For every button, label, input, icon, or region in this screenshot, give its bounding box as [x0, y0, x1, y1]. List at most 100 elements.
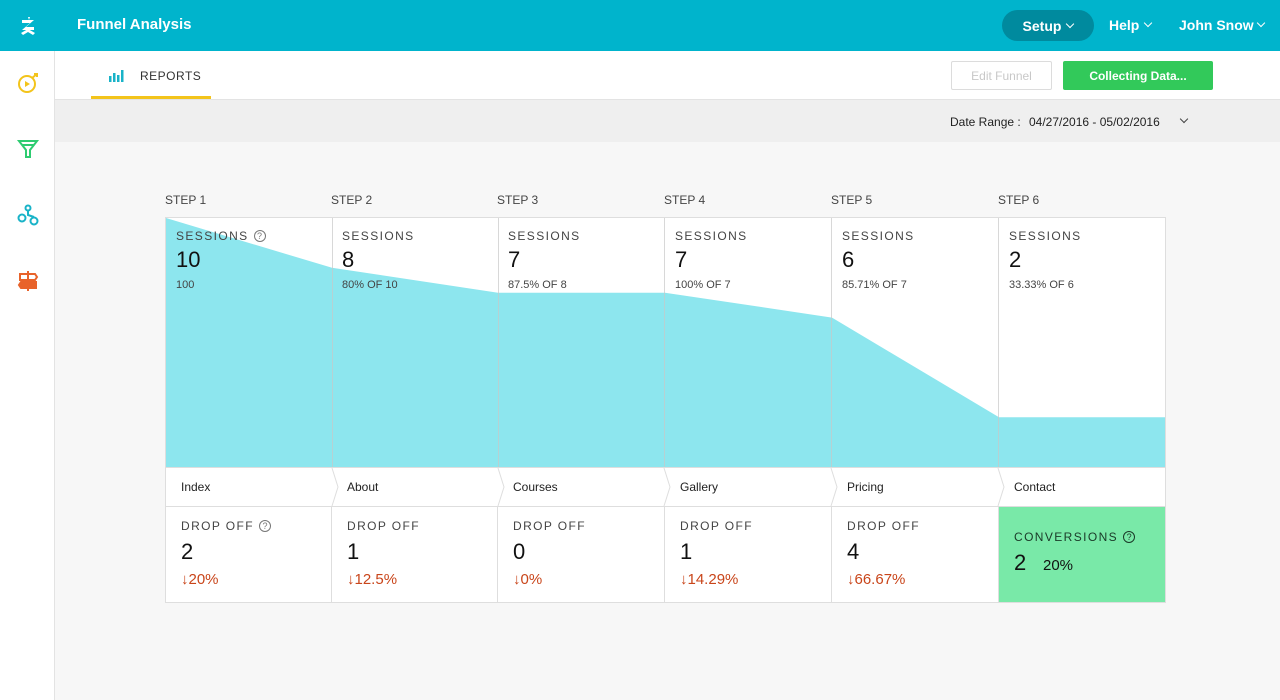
column-divider	[332, 218, 333, 467]
help-label: Help	[1109, 17, 1140, 33]
arrow-down-icon: ↓	[347, 571, 355, 588]
sessions-value: 7	[508, 247, 521, 272]
sessions-value: 2	[1009, 247, 1022, 272]
conversions-cell: CONVERSIONS? 2 20%	[999, 507, 1165, 602]
step-label: STEP 6	[998, 193, 1040, 207]
sessions-cell: SESSIONS 6 85.71% OF 7	[832, 218, 998, 298]
chevron-down-icon	[1256, 18, 1265, 28]
drop-off-percent: ↓14.29%	[680, 571, 739, 588]
date-range-value[interactable]: 04/27/2016 - 05/02/2016	[1029, 115, 1160, 129]
drop-off-cell: DROP OFF 4 ↓66.67%	[832, 507, 999, 602]
sessions-cell: SESSIONS 8 80% OF 10	[332, 218, 498, 298]
user-menu[interactable]: John Snow	[1179, 17, 1265, 33]
drop-off-cell: DROP OFF 0 ↓0%	[498, 507, 665, 602]
sessions-title: SESSIONS?	[176, 229, 266, 243]
sessions-label: SESSIONS	[1009, 229, 1082, 243]
sidebar	[0, 51, 55, 700]
sessions-sub: 87.5% OF 8	[508, 279, 567, 291]
column-divider	[998, 218, 999, 467]
page-name: Contact	[1014, 480, 1056, 494]
drop-off-percent: ↓12.5%	[347, 571, 398, 588]
column-divider	[498, 218, 499, 467]
chevron-down-icon	[1144, 18, 1153, 28]
conversions-label: CONVERSIONS	[1014, 530, 1119, 544]
drop-off-value: 1	[347, 539, 360, 564]
drop-off-value: 0	[513, 539, 526, 564]
help-circle-icon[interactable]: ?	[253, 230, 266, 242]
step-label: STEP 4	[664, 193, 706, 207]
chevron-down-icon	[1066, 19, 1075, 28]
collecting-data-button[interactable]: Collecting Data...	[1063, 61, 1213, 90]
top-bar: Funnel Analysis Setup Help John Snow	[0, 0, 1280, 51]
sessions-cell: SESSIONS 7 100% OF 7	[665, 218, 831, 298]
arrow-down-icon: ↓	[181, 571, 189, 588]
sessions-label: SESSIONS	[675, 229, 748, 243]
sessions-sub: 85.71% OF 7	[842, 279, 907, 291]
page-name: Courses	[513, 480, 558, 494]
sessions-label: SESSIONS	[176, 229, 249, 243]
edit-funnel-button[interactable]: Edit Funnel	[951, 61, 1052, 90]
funnel-area-shape	[166, 218, 1165, 467]
sessions-sub: 80% OF 10	[342, 279, 398, 291]
column-divider	[664, 218, 665, 467]
sessions-label: SESSIONS	[842, 229, 915, 243]
step-label: STEP 5	[831, 193, 873, 207]
drop-off-cell: DROP OFF 1 ↓12.5%	[332, 507, 498, 602]
sessions-value: 8	[342, 247, 355, 272]
drop-off-cell: DROP OFF? 2 ↓20%	[166, 507, 332, 602]
setup-button[interactable]: Setup	[1002, 10, 1094, 41]
app-logo-icon[interactable]	[0, 0, 55, 51]
drop-off-percent: ↓20%	[181, 571, 219, 588]
flow-icon[interactable]	[16, 203, 40, 227]
tab-reports-label: REPORTS	[140, 69, 202, 83]
date-range-label: Date Range :	[950, 115, 1021, 129]
funnel-chart: SESSIONS? 10 100 SESSIONS 8 80% OF 10 SE…	[165, 217, 1166, 468]
sessions-cell: SESSIONS 7 87.5% OF 8	[498, 218, 664, 298]
page-name: About	[347, 480, 379, 494]
sessions-label: SESSIONS	[342, 229, 415, 243]
drop-off-percent: ↓66.67%	[847, 571, 906, 588]
drop-off-label: DROP OFF	[513, 519, 586, 533]
app-title: Funnel Analysis	[77, 16, 192, 33]
signpost-icon[interactable]	[16, 269, 40, 293]
bar-chart-icon	[108, 67, 126, 88]
page-name: Gallery	[680, 480, 719, 494]
sessions-sub: 100	[176, 279, 195, 291]
sessions-value: 10	[176, 247, 201, 272]
help-menu[interactable]: Help	[1109, 17, 1153, 33]
sessions-sub: 33.33% OF 6	[1009, 279, 1074, 291]
arrow-down-icon: ↓	[680, 571, 688, 588]
step-label: STEP 1	[165, 193, 207, 207]
date-range-bar: Date Range : 04/27/2016 - 05/02/2016	[55, 100, 1280, 142]
conversions-title: CONVERSIONS?	[1014, 530, 1136, 544]
drop-off-title: DROP OFF?	[181, 519, 271, 533]
target-icon[interactable]	[16, 71, 40, 95]
column-divider	[831, 218, 832, 467]
sessions-cell: SESSIONS? 10 100	[166, 218, 332, 298]
setup-label: Setup	[1022, 17, 1062, 34]
help-circle-icon[interactable]: ?	[1123, 531, 1136, 543]
drop-off-value: 4	[847, 539, 860, 564]
step-arrows	[331, 468, 1005, 506]
drop-off-label: DROP OFF	[181, 519, 254, 533]
chevron-down-icon[interactable]	[1179, 114, 1189, 124]
sessions-value: 7	[675, 247, 688, 272]
arrow-down-icon: ↓	[513, 571, 521, 588]
drop-off-value: 1	[680, 539, 693, 564]
funnel-icon[interactable]	[16, 137, 40, 161]
page-name: Pricing	[847, 480, 884, 494]
funnel-area	[166, 218, 1165, 467]
tab-reports[interactable]: REPORTS	[91, 51, 211, 99]
help-circle-icon[interactable]: ?	[258, 520, 271, 532]
drop-off-percent: ↓0%	[513, 571, 543, 588]
drop-off-row: DROP OFF? 2 ↓20% DROP OFF 1 ↓12.5% DROP …	[165, 506, 1166, 603]
sessions-value: 6	[842, 247, 855, 272]
sub-header: REPORTS Edit Funnel Collecting Data...	[55, 51, 1280, 100]
user-name: John Snow	[1179, 17, 1254, 33]
conversions-percent: 20%	[1043, 557, 1074, 574]
sessions-label: SESSIONS	[508, 229, 581, 243]
drop-off-value: 2	[181, 539, 194, 564]
arrow-down-icon: ↓	[847, 571, 855, 588]
sessions-cell: SESSIONS 2 33.33% OF 6	[999, 218, 1165, 298]
sessions-sub: 100% OF 7	[675, 279, 731, 291]
